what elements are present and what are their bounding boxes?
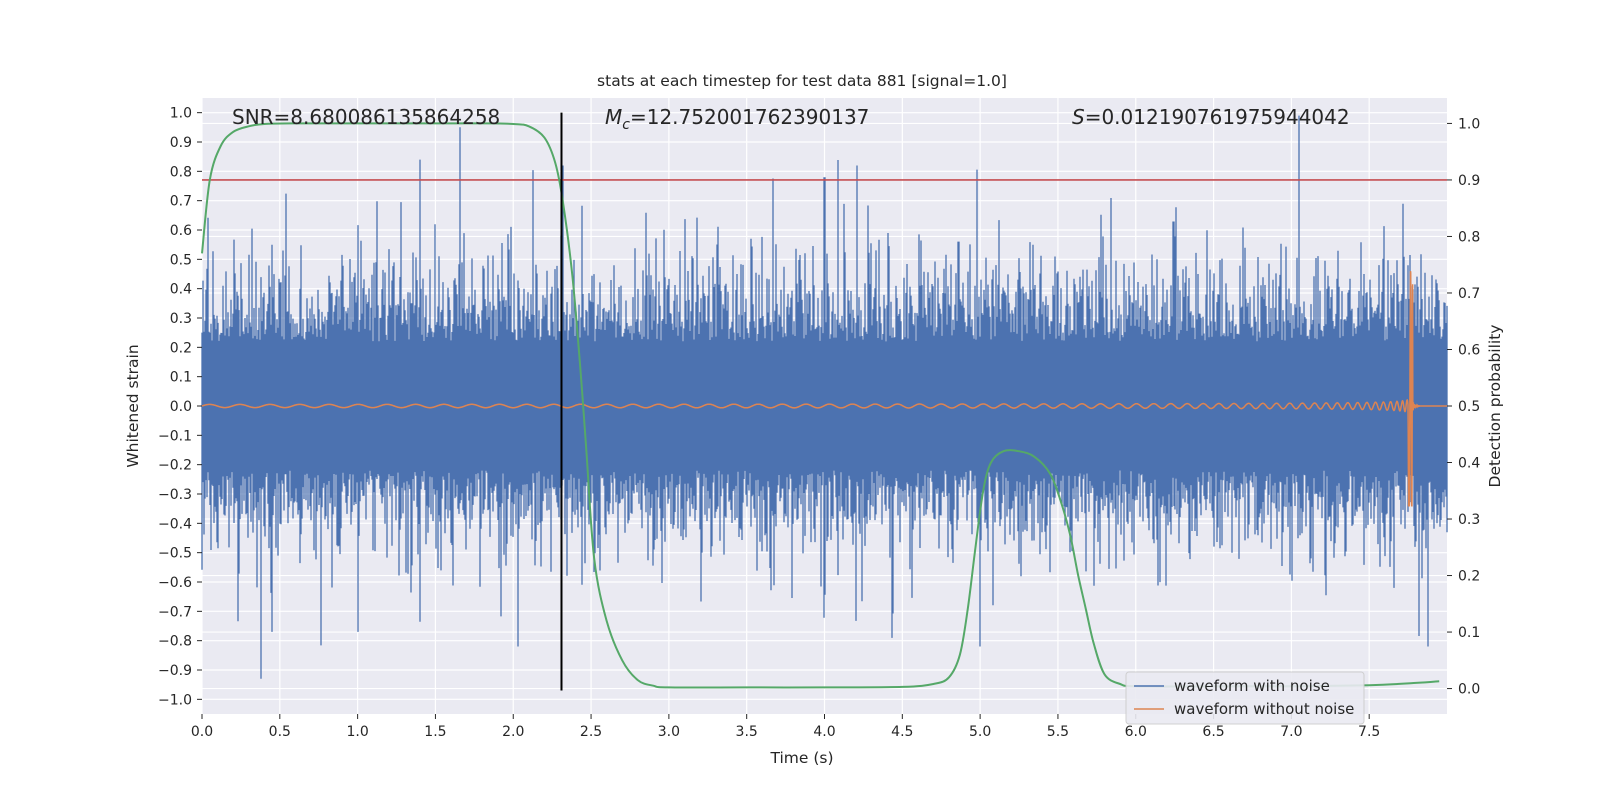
y-tick-label-left: 0.1 bbox=[170, 370, 192, 386]
x-tick-label: 3.5 bbox=[736, 724, 758, 740]
s-symbol: S bbox=[1072, 105, 1085, 129]
y-tick-label-left: −0.2 bbox=[158, 458, 192, 474]
x-tick-label: 6.0 bbox=[1125, 724, 1147, 740]
x-tick-label: 1.5 bbox=[424, 724, 446, 740]
y-tick-label-right: 0.4 bbox=[1458, 456, 1480, 472]
x-tick-label: 3.0 bbox=[658, 724, 680, 740]
y-tick-label-left: 0.5 bbox=[170, 252, 192, 268]
x-tick-label: 6.5 bbox=[1202, 724, 1224, 740]
y-tick-label-right: 0.0 bbox=[1458, 682, 1480, 698]
legend-label-noisy: waveform with noise bbox=[1174, 677, 1330, 695]
s-annotation: S=0.012190761975944042 bbox=[1072, 105, 1350, 129]
y-tick-label-right: 1.0 bbox=[1458, 116, 1480, 132]
y-tick-label-left: −0.6 bbox=[158, 575, 192, 591]
y-tick-label-right: 0.3 bbox=[1458, 512, 1480, 528]
y-tick-label-left: 0.6 bbox=[170, 223, 192, 239]
x-tick-label: 5.0 bbox=[969, 724, 991, 740]
clean-waveform-line bbox=[201, 271, 1447, 507]
x-tick-label: 7.5 bbox=[1358, 724, 1380, 740]
y-tick-label-left: 0.0 bbox=[170, 399, 192, 415]
chart-marks bbox=[201, 112, 1448, 691]
y-tick-label-left: 0.9 bbox=[170, 135, 192, 151]
x-tick-label: 1.0 bbox=[346, 724, 368, 740]
y-tick-label-right: 0.5 bbox=[1458, 399, 1480, 415]
chart-title: stats at each timestep for test data 881… bbox=[597, 72, 1007, 90]
chirp-mass-subscript: c bbox=[622, 117, 630, 133]
x-tick-label: 4.5 bbox=[891, 724, 913, 740]
x-tick-label: 2.0 bbox=[502, 724, 524, 740]
legend: waveform with noise waveform without noi… bbox=[1125, 671, 1365, 725]
y-tick-label-left: 0.2 bbox=[170, 340, 192, 356]
y-tick-label-left: 1.0 bbox=[170, 106, 192, 122]
y-tick-label-right: 0.6 bbox=[1458, 342, 1480, 358]
y-tick-label-left: −0.9 bbox=[158, 663, 192, 679]
y-tick-label-right: 0.8 bbox=[1458, 229, 1480, 245]
chirp-mass-symbol: M bbox=[605, 105, 622, 129]
chirp-mass-annotation: Mc=12.752001762390137 bbox=[605, 105, 869, 133]
y-tick-label-left: −0.8 bbox=[158, 634, 192, 650]
y-tick-label-left: 0.7 bbox=[170, 194, 192, 210]
s-value: =0.012190761975944042 bbox=[1085, 105, 1350, 129]
y-tick-label-left: −0.3 bbox=[158, 487, 192, 503]
y-tick-label-left: −0.5 bbox=[158, 546, 192, 562]
y-tick-label-right: 0.9 bbox=[1458, 173, 1480, 189]
right-axis-label: Detection probability bbox=[1486, 325, 1504, 488]
y-tick-label-left: 0.3 bbox=[170, 311, 192, 327]
y-tick-label-right: 0.7 bbox=[1458, 286, 1480, 302]
x-tick-label: 7.0 bbox=[1280, 724, 1302, 740]
x-tick-label: 2.5 bbox=[580, 724, 602, 740]
detection-probability-line bbox=[201, 122, 1440, 689]
y-tick-label-right: 0.2 bbox=[1458, 569, 1480, 585]
x-axis-label: Time (s) bbox=[769, 749, 833, 767]
y-tick-label-left: −0.7 bbox=[158, 604, 192, 620]
legend-label-clean: waveform without noise bbox=[1174, 700, 1354, 718]
y-tick-label-left: 0.4 bbox=[170, 282, 192, 298]
y-tick-label-left: −0.4 bbox=[158, 516, 192, 532]
y-tick-label-left: 0.8 bbox=[170, 164, 192, 180]
legend-box bbox=[1125, 671, 1365, 725]
x-tick-label: 4.0 bbox=[813, 724, 835, 740]
x-tick-label: 0.0 bbox=[191, 724, 213, 740]
x-tick-label: 0.5 bbox=[269, 724, 291, 740]
snr-annotation: SNR=8.680086135864258 bbox=[232, 105, 500, 129]
chirp-mass-value: =12.752001762390137 bbox=[630, 105, 869, 129]
y-tick-label-left: −1.0 bbox=[158, 692, 192, 708]
left-axis-label: Whitened strain bbox=[124, 344, 142, 467]
y-tick-label-right: 0.1 bbox=[1458, 625, 1480, 641]
axes: 0.0 0.5 1.0 1.5 2.0 2.5 3.0 3.5 4.0 4.5 5.0 5.5 6.0 6… bbox=[158, 106, 1480, 740]
y-tick-label-left: −0.1 bbox=[158, 428, 192, 444]
x-tick-label: 5.5 bbox=[1047, 724, 1069, 740]
